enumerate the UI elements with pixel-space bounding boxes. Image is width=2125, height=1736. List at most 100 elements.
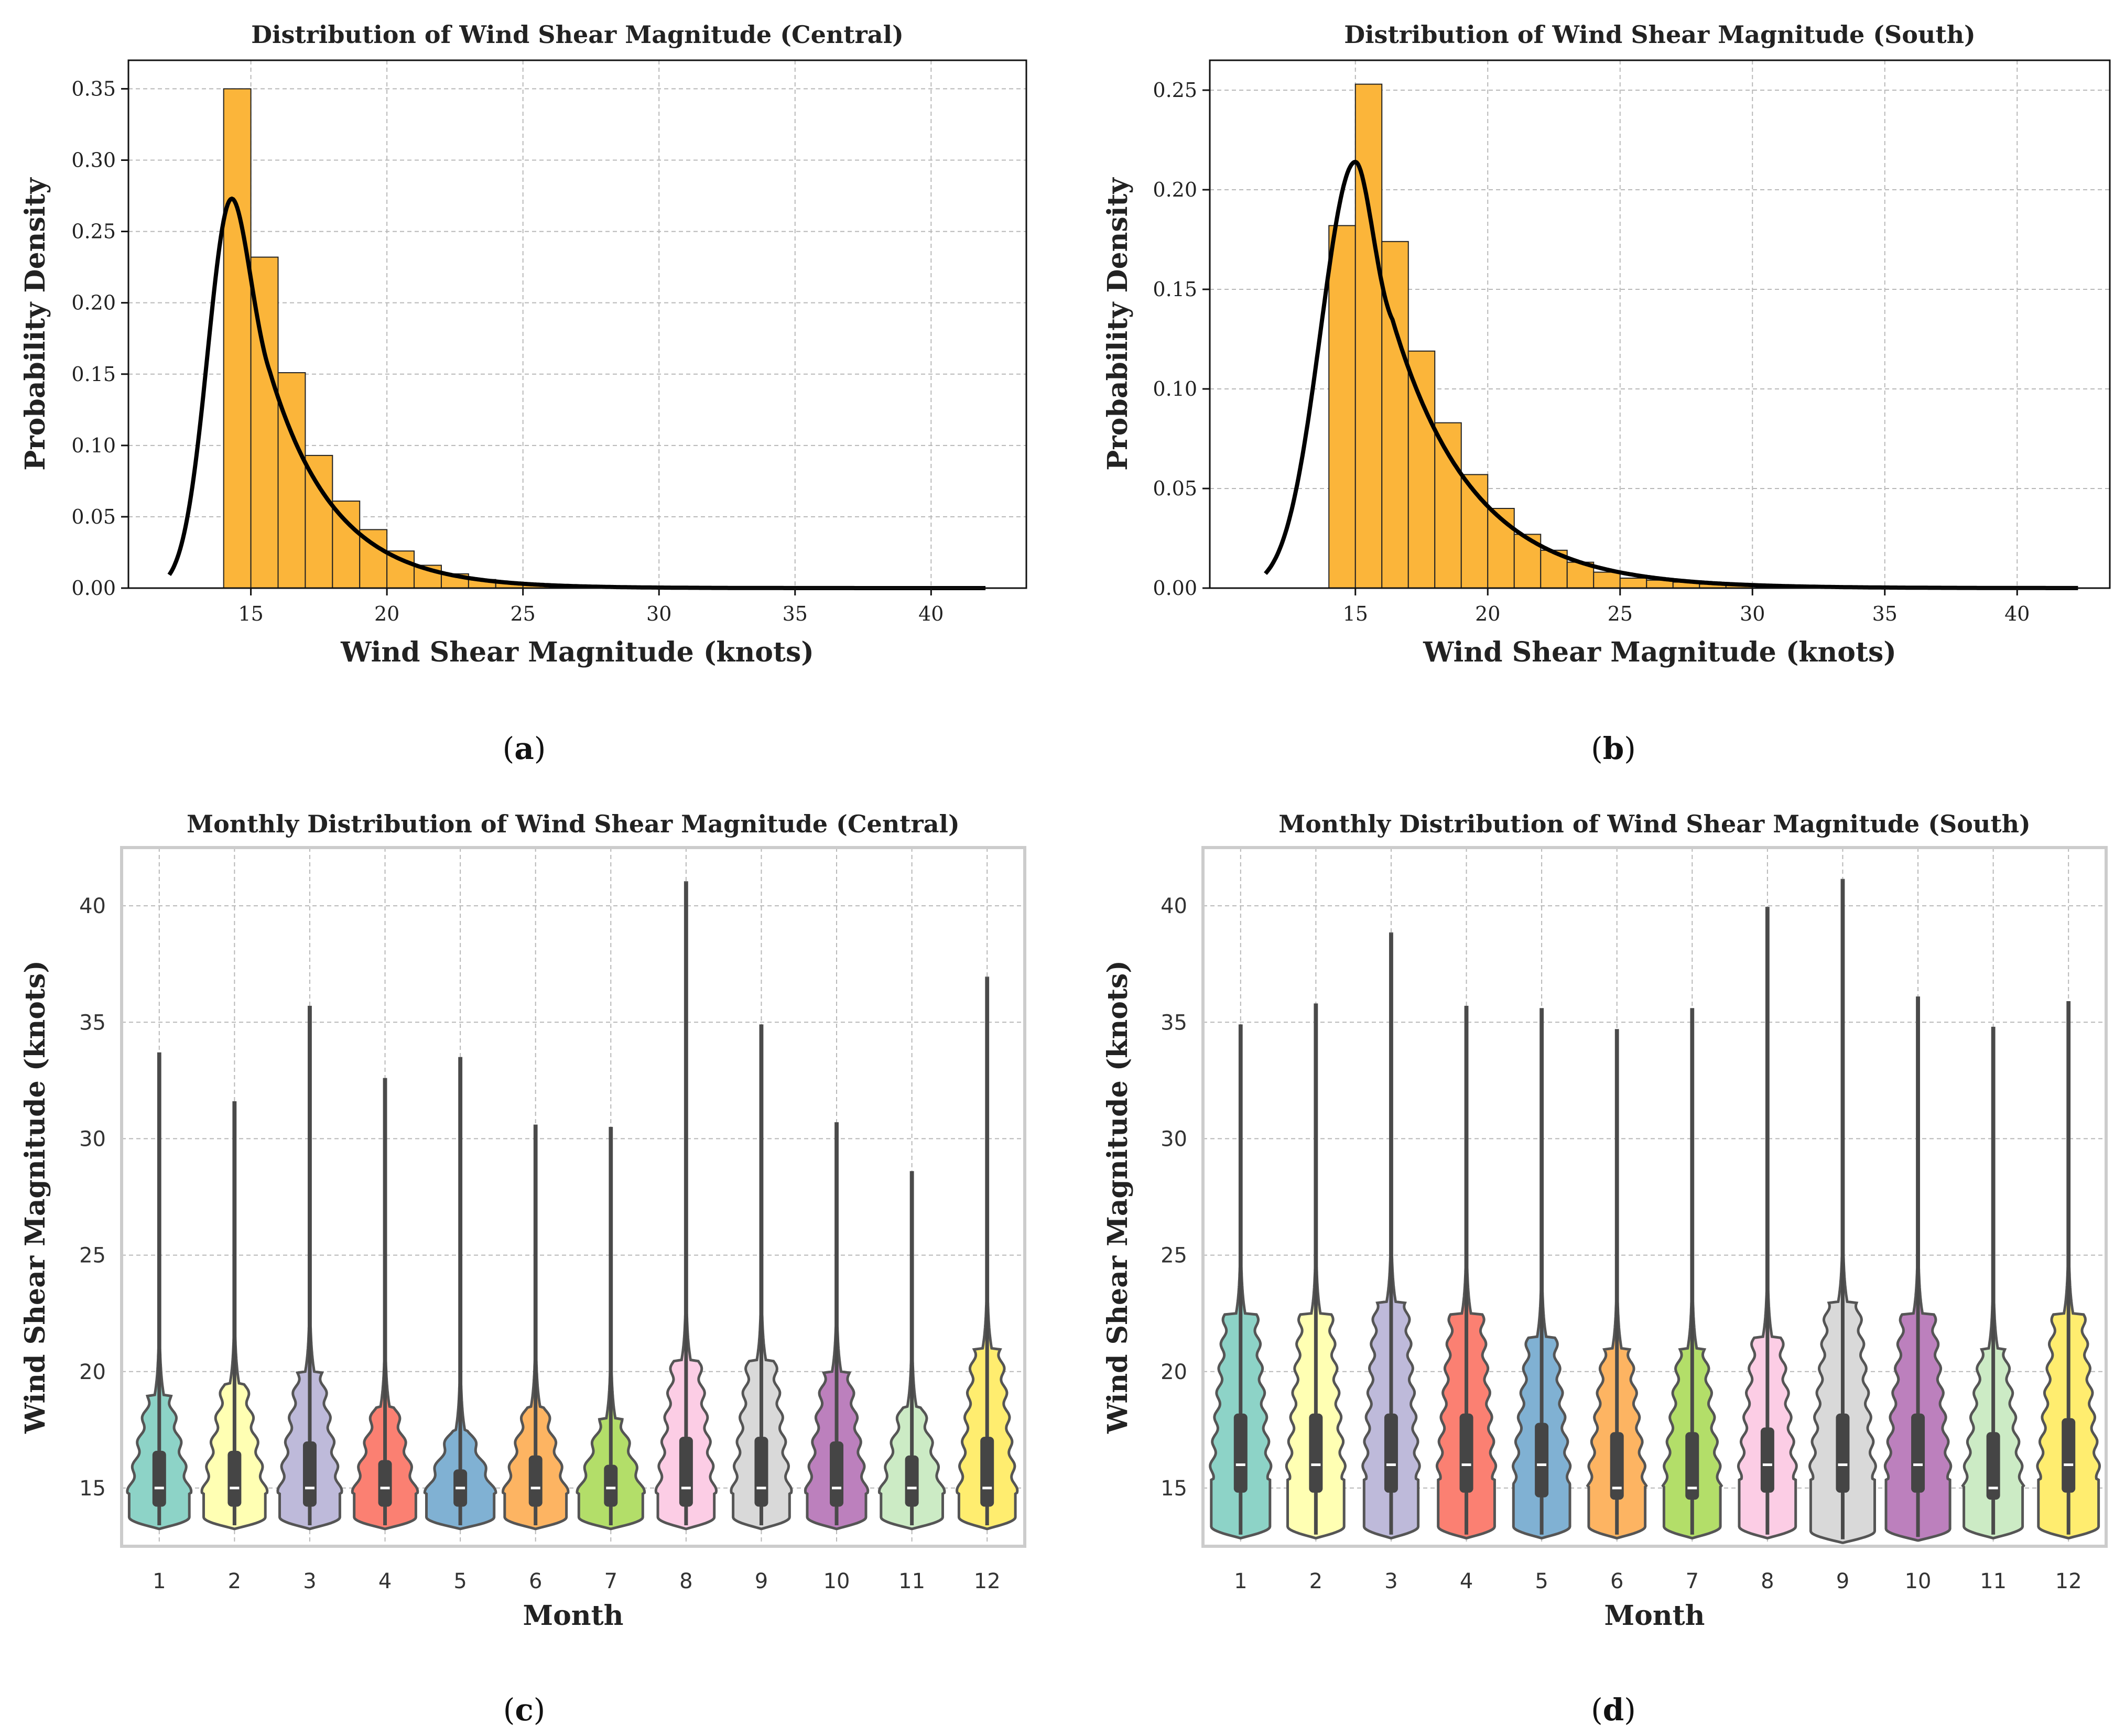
chart-title: Distribution of Wind Shear Magnitude (So… [1344, 20, 1976, 49]
y-tick-label: 0.15 [71, 363, 116, 386]
histogram-bar [1407, 350, 1436, 589]
violin-iqr-box [980, 1437, 994, 1507]
panel-caption: (d) [1591, 1692, 1636, 1728]
violin-iqr-box [754, 1437, 768, 1507]
x-tick-label: 11 [898, 1569, 925, 1593]
violin-iqr-box [302, 1441, 317, 1507]
panel-c-violin-central: Monthly Distribution of Wind Shear Magni… [19, 810, 1026, 1728]
caption-letter: a [514, 731, 534, 766]
panel-caption: (b) [1591, 731, 1636, 766]
x-axis-label: Month [1604, 1600, 1705, 1632]
x-tick-label: 7 [604, 1569, 617, 1593]
violin-iqr-box [1459, 1413, 1473, 1493]
chart-title: Distribution of Wind Shear Magnitude (Ce… [251, 20, 904, 49]
y-tick-label: 20 [1161, 1360, 1187, 1384]
x-tick-label: 12 [974, 1569, 1001, 1593]
x-tick-label: 30 [646, 602, 671, 625]
histogram-bar [1619, 578, 1647, 589]
x-tick-label: 10 [1905, 1569, 1932, 1593]
histogram-bar [332, 500, 361, 589]
violin-iqr-box [905, 1455, 919, 1507]
x-tick-label: 35 [1872, 602, 1898, 625]
y-tick-label: 0.20 [1153, 178, 1197, 201]
histogram-bar [1593, 571, 1621, 589]
violin-iqr-box [528, 1455, 543, 1507]
caption-open-paren: ( [1591, 1692, 1603, 1728]
y-tick-label: 40 [79, 894, 106, 918]
y-tick-label: 0.20 [71, 291, 116, 314]
caption-open-paren: ( [503, 1692, 515, 1728]
violin-iqr-box [1986, 1432, 2000, 1500]
y-tick-label: 40 [1161, 894, 1187, 918]
x-tick-label: 25 [1608, 602, 1633, 625]
x-tick-label: 35 [783, 602, 808, 625]
y-tick-label: 35 [1161, 1011, 1187, 1035]
x-axis-label: Month [523, 1600, 624, 1632]
histogram-bar [305, 454, 333, 589]
violin-iqr-box [830, 1441, 844, 1507]
x-tick-label: 2 [228, 1569, 241, 1593]
x-tick-label: 7 [1686, 1569, 1699, 1593]
y-tick-label: 0.15 [1153, 278, 1197, 301]
x-tick-label: 40 [918, 602, 944, 625]
x-axis-label: Wind Shear Magnitude (knots) [340, 636, 814, 668]
x-tick-label: 6 [1610, 1569, 1623, 1593]
caption-open-paren: ( [503, 731, 515, 766]
caption-close-paren: ) [1624, 731, 1636, 766]
y-tick-label: 0.00 [71, 577, 116, 600]
plot-frame [127, 59, 1027, 589]
y-tick-label: 35 [79, 1011, 106, 1035]
y-tick-label: 30 [1161, 1127, 1187, 1151]
x-tick-label: 40 [2004, 602, 2030, 625]
caption-open-paren: ( [1591, 731, 1603, 766]
violin-iqr-box [227, 1450, 242, 1507]
x-tick-label: 8 [1761, 1569, 1774, 1593]
x-tick-label: 5 [453, 1569, 467, 1593]
caption-letter: c [515, 1692, 533, 1728]
x-tick-label: 9 [1836, 1569, 1849, 1593]
y-tick-label: 25 [1161, 1244, 1187, 1268]
caption-letter: d [1603, 1692, 1624, 1728]
violin-iqr-box [1384, 1413, 1398, 1493]
x-tick-label: 25 [511, 602, 536, 625]
y-tick-label: 0.25 [1153, 79, 1197, 102]
violin-iqr-box [1309, 1413, 1323, 1493]
x-tick-label: 9 [755, 1569, 768, 1593]
y-tick-label: 15 [79, 1477, 106, 1501]
y-tick-label: 20 [79, 1360, 106, 1384]
x-tick-label: 5 [1535, 1569, 1548, 1593]
chart-title: Monthly Distribution of Wind Shear Magni… [187, 810, 960, 838]
x-tick-label: 12 [2055, 1569, 2082, 1593]
x-tick-label: 1 [1234, 1569, 1247, 1593]
y-axis-label: Probability Density [1102, 177, 1134, 471]
panel-b-histogram-south: Distribution of Wind Shear Magnitude (So… [1102, 20, 2111, 766]
panel-a-histogram-central: Distribution of Wind Shear Magnitude (Ce… [19, 20, 1027, 766]
violin-iqr-box [1911, 1413, 1925, 1493]
y-tick-label: 0.30 [71, 149, 116, 172]
panel-caption: (c) [503, 1692, 546, 1728]
x-tick-label: 15 [238, 602, 263, 625]
x-tick-label: 20 [1475, 602, 1500, 625]
x-tick-label: 2 [1309, 1569, 1322, 1593]
violin-iqr-box [679, 1437, 693, 1507]
violin-iqr-box [1685, 1432, 1699, 1500]
y-tick-label: 0.00 [1153, 577, 1197, 600]
x-tick-label: 8 [679, 1569, 692, 1593]
x-tick-label: 20 [374, 602, 399, 625]
histogram-bar [1487, 508, 1515, 589]
x-tick-label: 3 [1384, 1569, 1397, 1593]
caption-close-paren: ) [534, 1692, 546, 1728]
violin-iqr-box [1760, 1427, 1774, 1493]
y-tick-label: 15 [1161, 1477, 1187, 1501]
caption-close-paren: ) [1624, 1692, 1636, 1728]
x-tick-label: 11 [1980, 1569, 2007, 1593]
x-tick-label: 15 [1343, 602, 1368, 625]
y-axis-label: Wind Shear Magnitude (knots) [1102, 960, 1134, 1434]
violin-iqr-box [378, 1460, 392, 1507]
x-tick-label: 1 [153, 1569, 166, 1593]
histogram-bar [223, 88, 252, 589]
caption-close-paren: ) [534, 731, 546, 766]
histogram-bar [1354, 83, 1383, 589]
y-tick-label: 30 [79, 1127, 106, 1151]
x-tick-label: 6 [529, 1569, 542, 1593]
